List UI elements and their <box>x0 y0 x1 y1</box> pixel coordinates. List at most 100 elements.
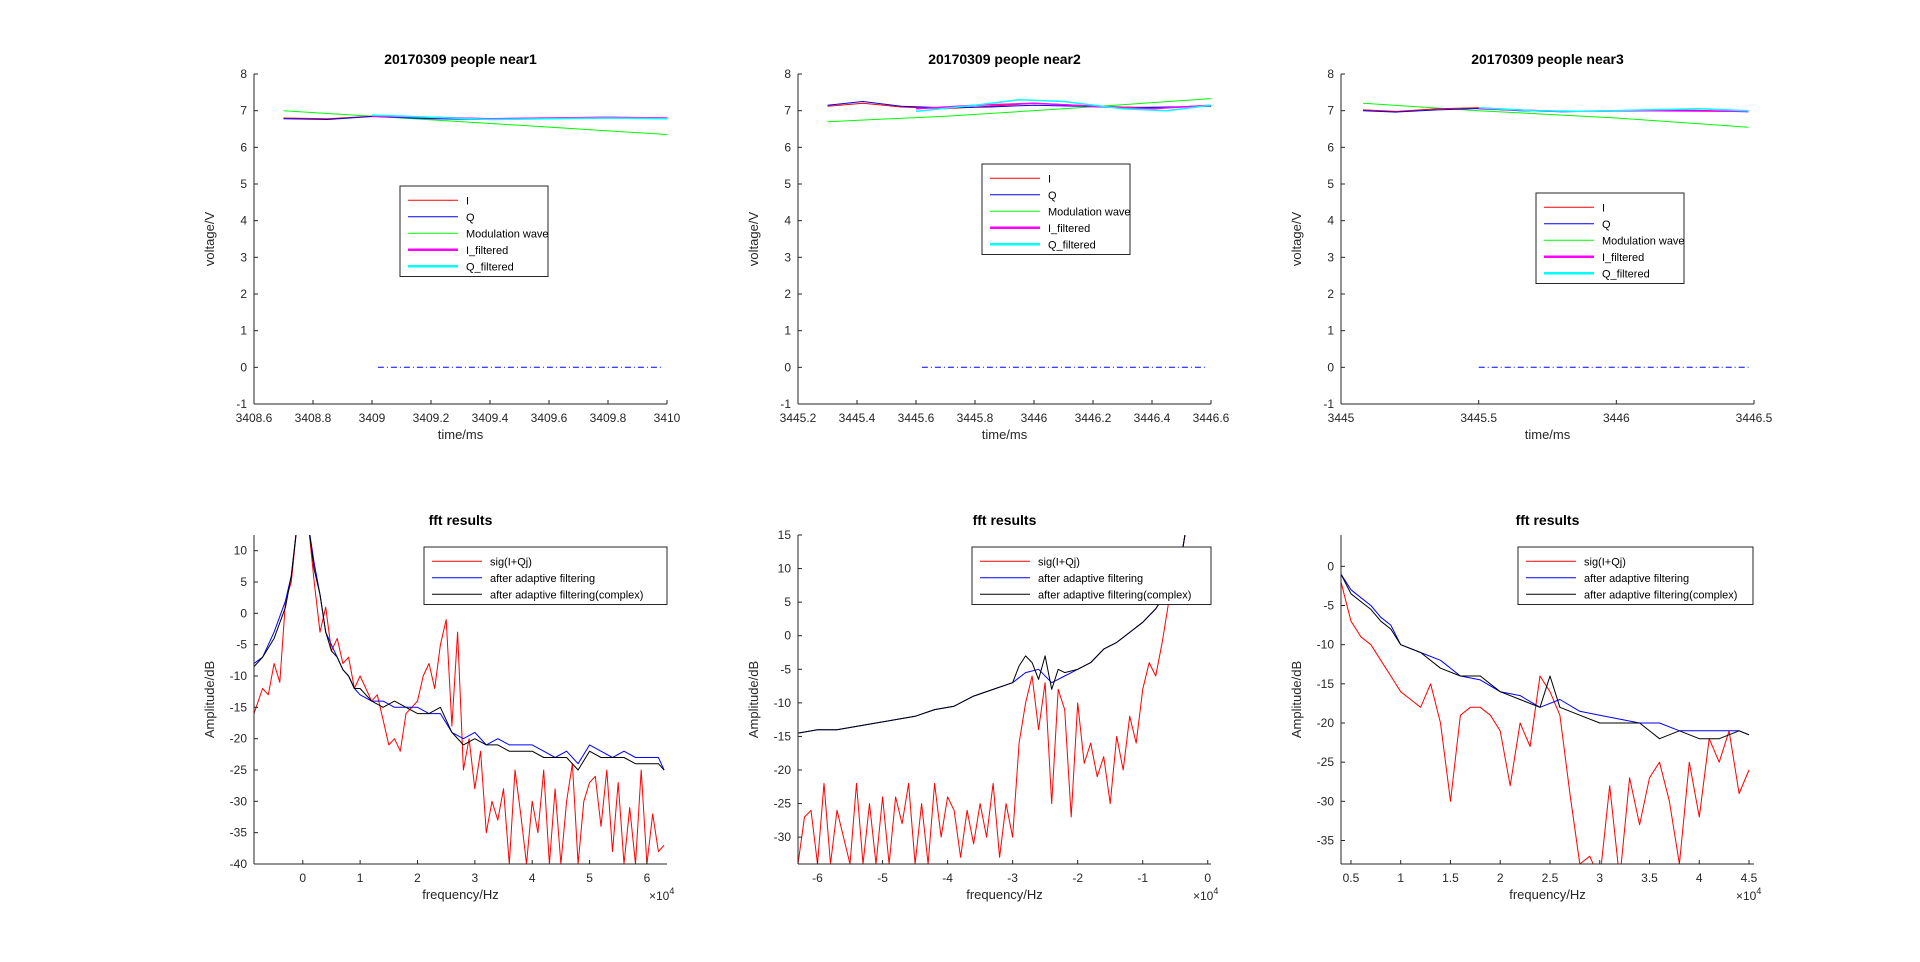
y-tick-label: -5 <box>780 662 791 676</box>
series-group <box>283 110 667 368</box>
y-tick-label: 8 <box>784 67 791 81</box>
series-line-modulation-wave <box>827 98 1211 123</box>
x-axis-exponent: ×104 <box>649 886 674 903</box>
series-line-after-adaptive-filtering <box>254 535 665 771</box>
x-tick-label: 3.5 <box>1641 871 1658 885</box>
y-tick-label: 5 <box>784 595 791 609</box>
y-tick-label: -5 <box>1323 599 1334 613</box>
series-line-modulation-wave <box>283 110 667 135</box>
subplot-4: 0 1 2 3 4 5 6 -40 -35 -30 -25 -20 -15 -10 -5 0 5 10 fft re… <box>202 512 674 903</box>
y-tick-label: -10 <box>774 696 792 710</box>
legend-entry: sig(I+Qj) <box>490 556 532 568</box>
y-tick-label: 0 <box>784 360 791 374</box>
y-tick-label: -10 <box>1317 638 1335 652</box>
x-tick-label: 0 <box>1204 871 1211 885</box>
x-tick-label: 2 <box>414 871 421 885</box>
y-tick-label: 3 <box>784 250 791 264</box>
series-group <box>254 535 665 864</box>
legend-entry: Q_filtered <box>1048 239 1096 251</box>
legend-entry: Q <box>1048 190 1057 202</box>
x-tick-label: 3409.4 <box>472 411 509 425</box>
subplot-2: 3445.2 3445.4 3445.6 3445.8 3446 3446.2 3446.4… <box>746 51 1230 442</box>
legend-entry: after adaptive filtering(complex) <box>1584 589 1737 601</box>
x-tick-label: 3445.2 <box>780 411 817 425</box>
legend-entry: after adaptive filtering(complex) <box>490 589 643 601</box>
y-tick-label: 6 <box>240 140 247 154</box>
x-tick-label: 3409.2 <box>413 411 450 425</box>
x-tick-label: 6 <box>644 871 651 885</box>
legend-entry: Q_filtered <box>466 261 514 273</box>
legend-entry: I <box>1602 202 1605 214</box>
x-tick-label: 0 <box>299 871 306 885</box>
y-tick-label: 3 <box>240 250 247 264</box>
y-tick-label: 5 <box>240 177 247 191</box>
y-tick-label: 7 <box>1327 104 1334 118</box>
legend-box <box>423 546 668 605</box>
y-tick-label: 2 <box>240 287 247 301</box>
legend-entry: Modulation wave <box>1602 235 1685 247</box>
x-tick-label: 3445.5 <box>1460 411 1497 425</box>
x-tick-label: 3408.6 <box>236 411 273 425</box>
legend: sig(I+Qj) after adaptive filtering after a… <box>971 546 1212 605</box>
x-tick-label: 3446.4 <box>1134 411 1171 425</box>
legend: IQ Modulation wave I_filtered Q_filtered <box>399 185 549 277</box>
series-group <box>1341 573 1750 864</box>
y-tick-label: -25 <box>1317 755 1335 769</box>
y-tick-label: 3 <box>1327 250 1334 264</box>
x-tick-label: 3446 <box>1021 411 1048 425</box>
x-tick-label: 3 <box>471 871 478 885</box>
legend-entry: I <box>466 195 469 207</box>
x-tick-label: 1 <box>357 871 364 885</box>
x-axis-label: time/ms <box>1525 427 1571 442</box>
x-axis-exponent: ×104 <box>1193 886 1218 903</box>
y-tick-label: 0 <box>1327 559 1334 573</box>
legend-box <box>1517 546 1754 605</box>
x-tick-label: 1 <box>1397 871 1404 885</box>
y-tick-label: -20 <box>230 732 248 746</box>
y-tick-label: -30 <box>774 830 792 844</box>
legend-box <box>971 546 1212 605</box>
series-group <box>798 535 1186 864</box>
chart-title: 20170309 people near3 <box>1471 51 1624 67</box>
y-tick-label: 4 <box>784 214 791 228</box>
y-tick-label: -20 <box>1317 716 1335 730</box>
y-tick-label: 8 <box>240 67 247 81</box>
legend-box <box>399 185 549 277</box>
y-axis-label: Amplitude/dB <box>1289 661 1304 738</box>
y-tick-label: 0 <box>1327 360 1334 374</box>
legend-entry: Modulation wave <box>466 228 549 240</box>
legend-entry: Modulation wave <box>1048 206 1131 218</box>
legend-entry: sig(I+Qj) <box>1038 556 1080 568</box>
series-line-sig-i-qj- <box>798 535 1186 864</box>
x-axis-label: time/ms <box>982 427 1028 442</box>
y-tick-label: -1 <box>1323 397 1334 411</box>
chart-title: fft results <box>1516 512 1580 528</box>
x-axis-label: frequency/Hz <box>966 887 1043 902</box>
y-tick-label: -1 <box>780 397 791 411</box>
x-tick-label: 3445 <box>1328 411 1355 425</box>
y-tick-label: -15 <box>230 700 248 714</box>
legend: sig(I+Qj) after adaptive filtering after a… <box>1517 546 1754 605</box>
x-tick-label: 0.5 <box>1343 871 1360 885</box>
x-tick-label: -5 <box>877 871 888 885</box>
x-tick-label: 3446 <box>1603 411 1630 425</box>
y-tick-label: -30 <box>230 794 248 808</box>
x-tick-label: 4 <box>1696 871 1703 885</box>
y-tick-label: -15 <box>774 729 792 743</box>
series-line-modulation-wave <box>1362 102 1749 128</box>
y-tick-label: 0 <box>240 606 247 620</box>
y-axis-label: Amplitude/dB <box>202 661 217 738</box>
x-tick-label: 3 <box>1596 871 1603 885</box>
subplot-6: 0.5 1 1.5 2 2.5 3 3.5 4 4.5 -35 -30 -25 -20 -15 -10 -5 0… <box>1289 512 1761 903</box>
x-tick-label: 4 <box>529 871 536 885</box>
chart-title: fft results <box>973 512 1037 528</box>
y-tick-label: -25 <box>774 797 792 811</box>
x-tick-label: 3409 <box>359 411 386 425</box>
series-line-q-filtered <box>915 98 1211 113</box>
legend: IQ Modulation wave I_filtered Q_filtered <box>1535 192 1685 284</box>
x-tick-label: -6 <box>812 871 823 885</box>
x-axis-label: frequency/Hz <box>422 887 499 902</box>
x-axis-label: frequency/Hz <box>1509 887 1586 902</box>
series-line-sig-i-qj- <box>254 535 665 864</box>
